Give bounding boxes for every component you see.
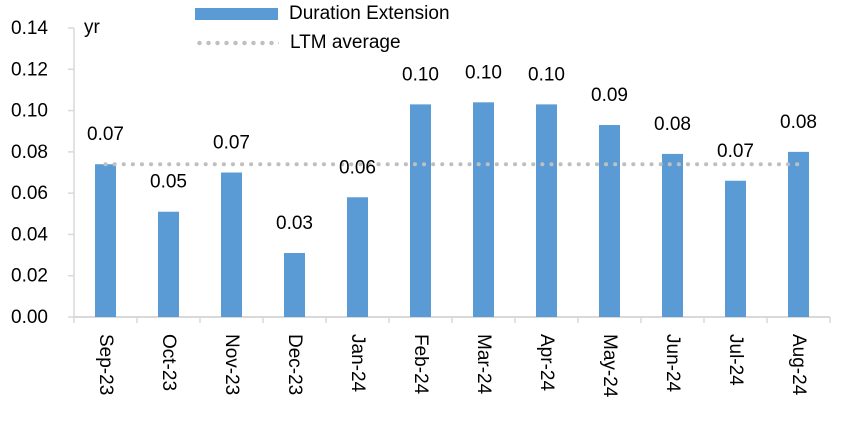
x-axis-label: Oct-23 (158, 334, 179, 391)
bar-value-label: 0.07 (87, 124, 124, 145)
legend-label-ltm-average: LTM average (290, 32, 401, 53)
x-axis-label: Jun-24 (662, 334, 683, 393)
x-axis-label: Nov-23 (221, 334, 242, 395)
y-axis-tick-label: 0.12 (11, 59, 48, 80)
x-axis-label: May-24 (599, 334, 620, 398)
x-axis-label: Jan-24 (347, 334, 368, 393)
x-axis-label: Jul-24 (725, 334, 746, 386)
y-axis-tick-label: 0.08 (11, 142, 48, 163)
bar-value-label: 0.10 (465, 62, 502, 83)
bar-value-label: 0.08 (654, 114, 691, 135)
bar-series-swatch-icon (195, 8, 278, 20)
bar (158, 211, 179, 317)
bar-value-label: 0.10 (528, 64, 565, 85)
bar-value-label: 0.07 (213, 133, 250, 154)
legend-item-duration-extension: Duration Extension (195, 3, 450, 25)
legend-item-ltm-average: LTM average (195, 32, 450, 54)
bar-value-label: 0.10 (402, 64, 439, 85)
y-axis-tick-label: 0.00 (11, 307, 48, 328)
bar-value-label: 0.09 (591, 85, 628, 106)
bar-value-label: 0.08 (780, 112, 817, 133)
y-axis-tick-label: 0.04 (11, 224, 48, 245)
bar (599, 125, 620, 318)
bar (410, 104, 431, 317)
y-axis-tick-label: 0.14 (11, 18, 48, 39)
legend-label-duration-extension: Duration Extension (289, 3, 450, 24)
legend: Duration Extension LTM average (195, 3, 450, 54)
bar (662, 153, 683, 317)
y-axis-unit-label: yr (84, 17, 100, 38)
x-axis-label: Mar-24 (473, 334, 494, 395)
x-axis-label: Dec-23 (284, 334, 305, 395)
bar (221, 172, 242, 317)
bar-value-label: 0.05 (150, 172, 187, 193)
bar (725, 180, 746, 317)
x-axis-label: Apr-24 (536, 334, 557, 391)
y-axis-tick-label: 0.02 (11, 266, 48, 287)
bar-value-label: 0.07 (717, 141, 754, 162)
dotted-line-swatch-icon (195, 40, 279, 46)
bar-value-label: 0.06 (339, 157, 376, 178)
bar (284, 253, 305, 317)
bar (473, 102, 494, 317)
x-axis-label: Sep-23 (95, 334, 116, 395)
bar (347, 197, 368, 317)
y-axis-tick-label: 0.10 (11, 101, 48, 122)
bar (536, 104, 557, 317)
bar (95, 164, 116, 317)
x-axis-label: Feb-24 (410, 334, 431, 395)
x-axis-label: Aug-24 (788, 334, 809, 396)
bar-value-label: 0.03 (276, 213, 313, 234)
bar (788, 151, 809, 317)
y-axis-tick-label: 0.06 (11, 183, 48, 204)
